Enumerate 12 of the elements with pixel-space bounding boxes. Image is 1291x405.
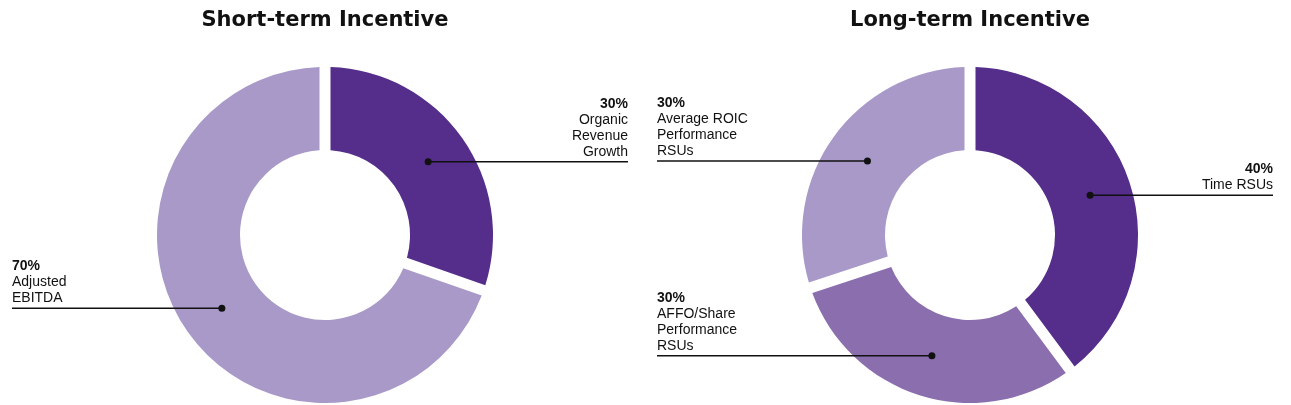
data-label: 30% [599,94,629,111]
slice-label: Average ROIC Performance RSUs [657,109,748,158]
slice-label: Time RSUs [1201,176,1273,193]
data-label: 30% [657,288,686,305]
data-label: 40% [1244,160,1274,177]
slice-label: Adjusted EBITDA [12,273,67,306]
chart-title: Short-term Incentive [201,7,449,31]
data-label: 70% [12,257,41,274]
slice-label: Organic Revenue Growth [571,110,629,159]
chart-title: Long-term Incentive [850,7,1090,31]
slice-label: AFFO/Share Performance RSUs [657,304,738,353]
data-label: 30% [657,93,686,110]
